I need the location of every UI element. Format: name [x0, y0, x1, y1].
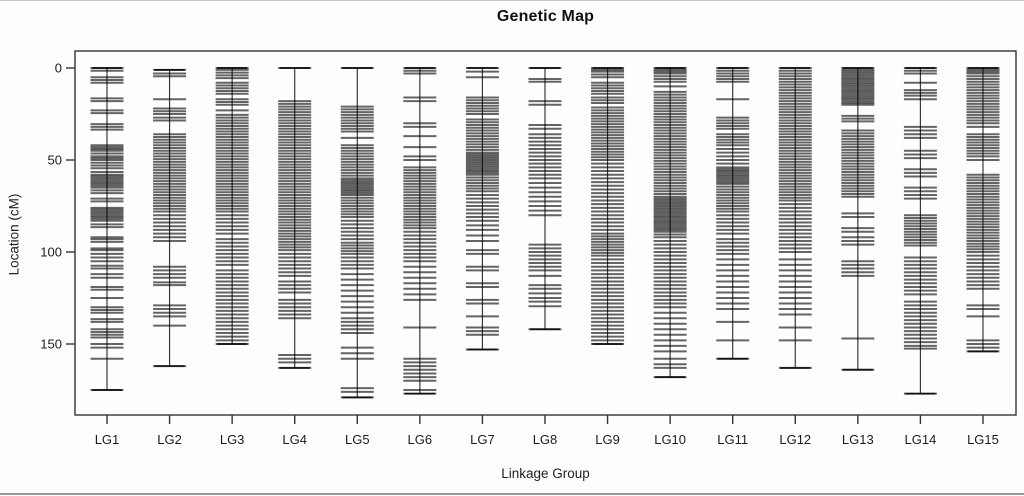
linkage-group-LG2: [153, 68, 187, 368]
linkage-group-LG11: [716, 67, 750, 360]
linkage-group-LG1: [90, 67, 124, 391]
linkage-group-LG3: [215, 67, 249, 345]
linkage-group-LG5: [340, 67, 374, 399]
x-tick-label: LG13: [842, 432, 874, 447]
y-tick-label: 150: [40, 337, 62, 352]
x-tick-label: LG6: [408, 432, 433, 447]
y-tick-label: 50: [48, 153, 62, 168]
linkage-group-LG12: [778, 67, 812, 369]
linkage-group-LG4: [278, 67, 312, 369]
x-tick-label: LG5: [345, 432, 370, 447]
x-axis-label: Linkage Group: [501, 466, 590, 481]
x-tick-label: LG14: [905, 432, 937, 447]
linkage-group-LG10: [653, 67, 687, 379]
linkage-group-LG9: [591, 67, 625, 345]
y-tick-label: 0: [55, 61, 62, 76]
y-tick-label: 100: [40, 245, 62, 260]
x-tick-label: LG15: [967, 432, 999, 447]
linkage-group-LG15: [966, 67, 1000, 353]
x-tick-label: LG2: [157, 432, 182, 447]
x-tick-label: LG1: [95, 432, 120, 447]
linkage-group-LG14: [903, 67, 937, 395]
chart-title: Genetic Map: [496, 8, 595, 25]
linkage-group-LG6: [403, 67, 437, 395]
x-tick-label: LG3: [220, 432, 245, 447]
linkage-group-LG13: [841, 67, 875, 371]
x-tick-label: LG12: [779, 432, 811, 447]
x-tick-label: LG7: [470, 432, 495, 447]
x-tick-label: LG9: [595, 432, 620, 447]
linkage-group-LG8: [528, 67, 562, 331]
x-tick-label: LG4: [282, 432, 307, 447]
scan-edge-artifact-top: [0, 0, 1024, 1]
x-tick-label: LG10: [654, 432, 686, 447]
scan-edge-artifact-bottom: [0, 493, 1024, 495]
x-tick-label: LG8: [533, 432, 558, 447]
x-tick-label: LG11: [717, 432, 748, 447]
linkage-group-LG7: [465, 67, 499, 351]
